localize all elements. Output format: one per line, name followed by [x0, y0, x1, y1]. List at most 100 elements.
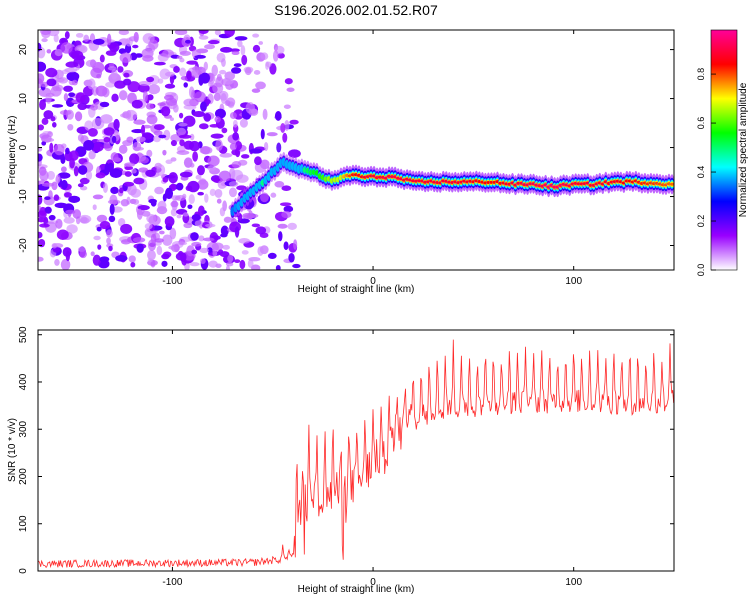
- noise-blob: [105, 50, 117, 56]
- noise-blob: [45, 93, 52, 104]
- noise-blob: [182, 212, 189, 217]
- noise-blob: [108, 215, 116, 223]
- noise-blob: [244, 67, 252, 76]
- noise-blob: [279, 202, 292, 207]
- y-tick-label: -10: [18, 189, 29, 204]
- colorbar-tick-label: 0.4: [696, 166, 706, 179]
- spectrogram-x-ticks: -100 0 100: [162, 30, 582, 287]
- noise-blob: [234, 259, 241, 264]
- noise-blob: [118, 90, 128, 101]
- noise-blob: [161, 253, 170, 260]
- noise-blob: [272, 50, 279, 62]
- noise-blob: [83, 139, 95, 151]
- noise-blob: [92, 254, 101, 266]
- noise-blob: [77, 134, 84, 142]
- noise-blob: [60, 258, 71, 270]
- noise-blob: [84, 120, 94, 131]
- y-tick-label: -20: [18, 238, 29, 253]
- noise-blob: [188, 194, 195, 205]
- noise-blob: [57, 172, 71, 179]
- noise-blob: [113, 118, 120, 131]
- noise-blob: [234, 36, 248, 41]
- noise-blob: [197, 165, 205, 176]
- noise-blob: [292, 263, 301, 269]
- noise-blob: [71, 50, 84, 61]
- noise-blob: [115, 254, 128, 262]
- noise-blob: [109, 194, 118, 206]
- noise-blob: [122, 78, 132, 86]
- noise-blob: [109, 168, 123, 178]
- noise-blob: [147, 258, 153, 263]
- noise-blob: [137, 83, 150, 93]
- y-tick-label: 200: [18, 468, 29, 485]
- noise-blob: [53, 194, 60, 202]
- noise-blob: [164, 83, 176, 89]
- noise-blob: [229, 111, 237, 120]
- noise-blob: [208, 260, 218, 268]
- noise-blob: [176, 214, 182, 219]
- noise-blob: [69, 150, 79, 161]
- spectrogram-noise-blobs: [38, 30, 301, 270]
- noise-blob: [118, 30, 130, 36]
- y-tick-label: 500: [18, 326, 29, 343]
- noise-blob: [38, 194, 43, 206]
- noise-blob: [253, 70, 261, 75]
- noise-blob: [66, 224, 78, 234]
- noise-blob: [232, 132, 240, 141]
- noise-blob: [220, 233, 228, 238]
- noise-blob: [244, 214, 257, 219]
- noise-blob: [170, 139, 177, 147]
- noise-blob: [215, 139, 223, 152]
- noise-blob: [198, 30, 209, 34]
- noise-blob: [225, 265, 230, 270]
- noise-blob: [41, 38, 48, 43]
- noise-blob: [237, 40, 243, 48]
- noise-blob: [110, 69, 118, 80]
- noise-blob: [145, 169, 156, 177]
- noise-blob: [122, 140, 133, 147]
- noise-blob: [54, 48, 63, 57]
- noise-blob: [199, 146, 213, 155]
- noise-blob: [289, 119, 299, 125]
- noise-blob: [146, 114, 158, 125]
- noise-blob: [219, 69, 227, 75]
- noise-blob: [209, 188, 216, 197]
- noise-blob: [92, 204, 97, 211]
- ridge-segment: [669, 182, 674, 186]
- noise-blob: [216, 198, 222, 204]
- noise-blob: [179, 139, 185, 147]
- noise-blob: [63, 85, 73, 92]
- noise-blob: [65, 250, 71, 262]
- noise-blob: [55, 218, 63, 229]
- noise-blob: [178, 122, 188, 127]
- noise-blob: [238, 237, 251, 244]
- noise-blob: [106, 33, 112, 46]
- noise-blob: [120, 223, 133, 234]
- noise-blob: [156, 164, 166, 176]
- noise-blob: [203, 61, 208, 71]
- x-tick-label: 100: [565, 276, 582, 287]
- ridge-wisp: [280, 122, 286, 133]
- noise-blob: [49, 142, 54, 153]
- noise-blob: [140, 124, 146, 136]
- noise-blob: [179, 50, 192, 56]
- noise-blob: [190, 232, 199, 241]
- noise-blob: [231, 161, 242, 169]
- snr-frame: [37, 329, 675, 572]
- noise-blob: [161, 260, 168, 267]
- noise-blob: [133, 177, 145, 185]
- noise-blob: [267, 252, 277, 260]
- noise-blob: [224, 71, 236, 81]
- noise-blob: [266, 132, 278, 137]
- noise-blob: [283, 104, 291, 109]
- noise-blob: [91, 118, 105, 130]
- noise-blob: [71, 79, 78, 86]
- noise-blob: [91, 142, 104, 152]
- snr-series-line: [38, 339, 674, 569]
- noise-blob: [87, 78, 96, 90]
- noise-blob: [150, 199, 157, 207]
- noise-blob: [147, 249, 156, 261]
- noise-blob: [39, 99, 47, 111]
- noise-blob: [168, 245, 180, 250]
